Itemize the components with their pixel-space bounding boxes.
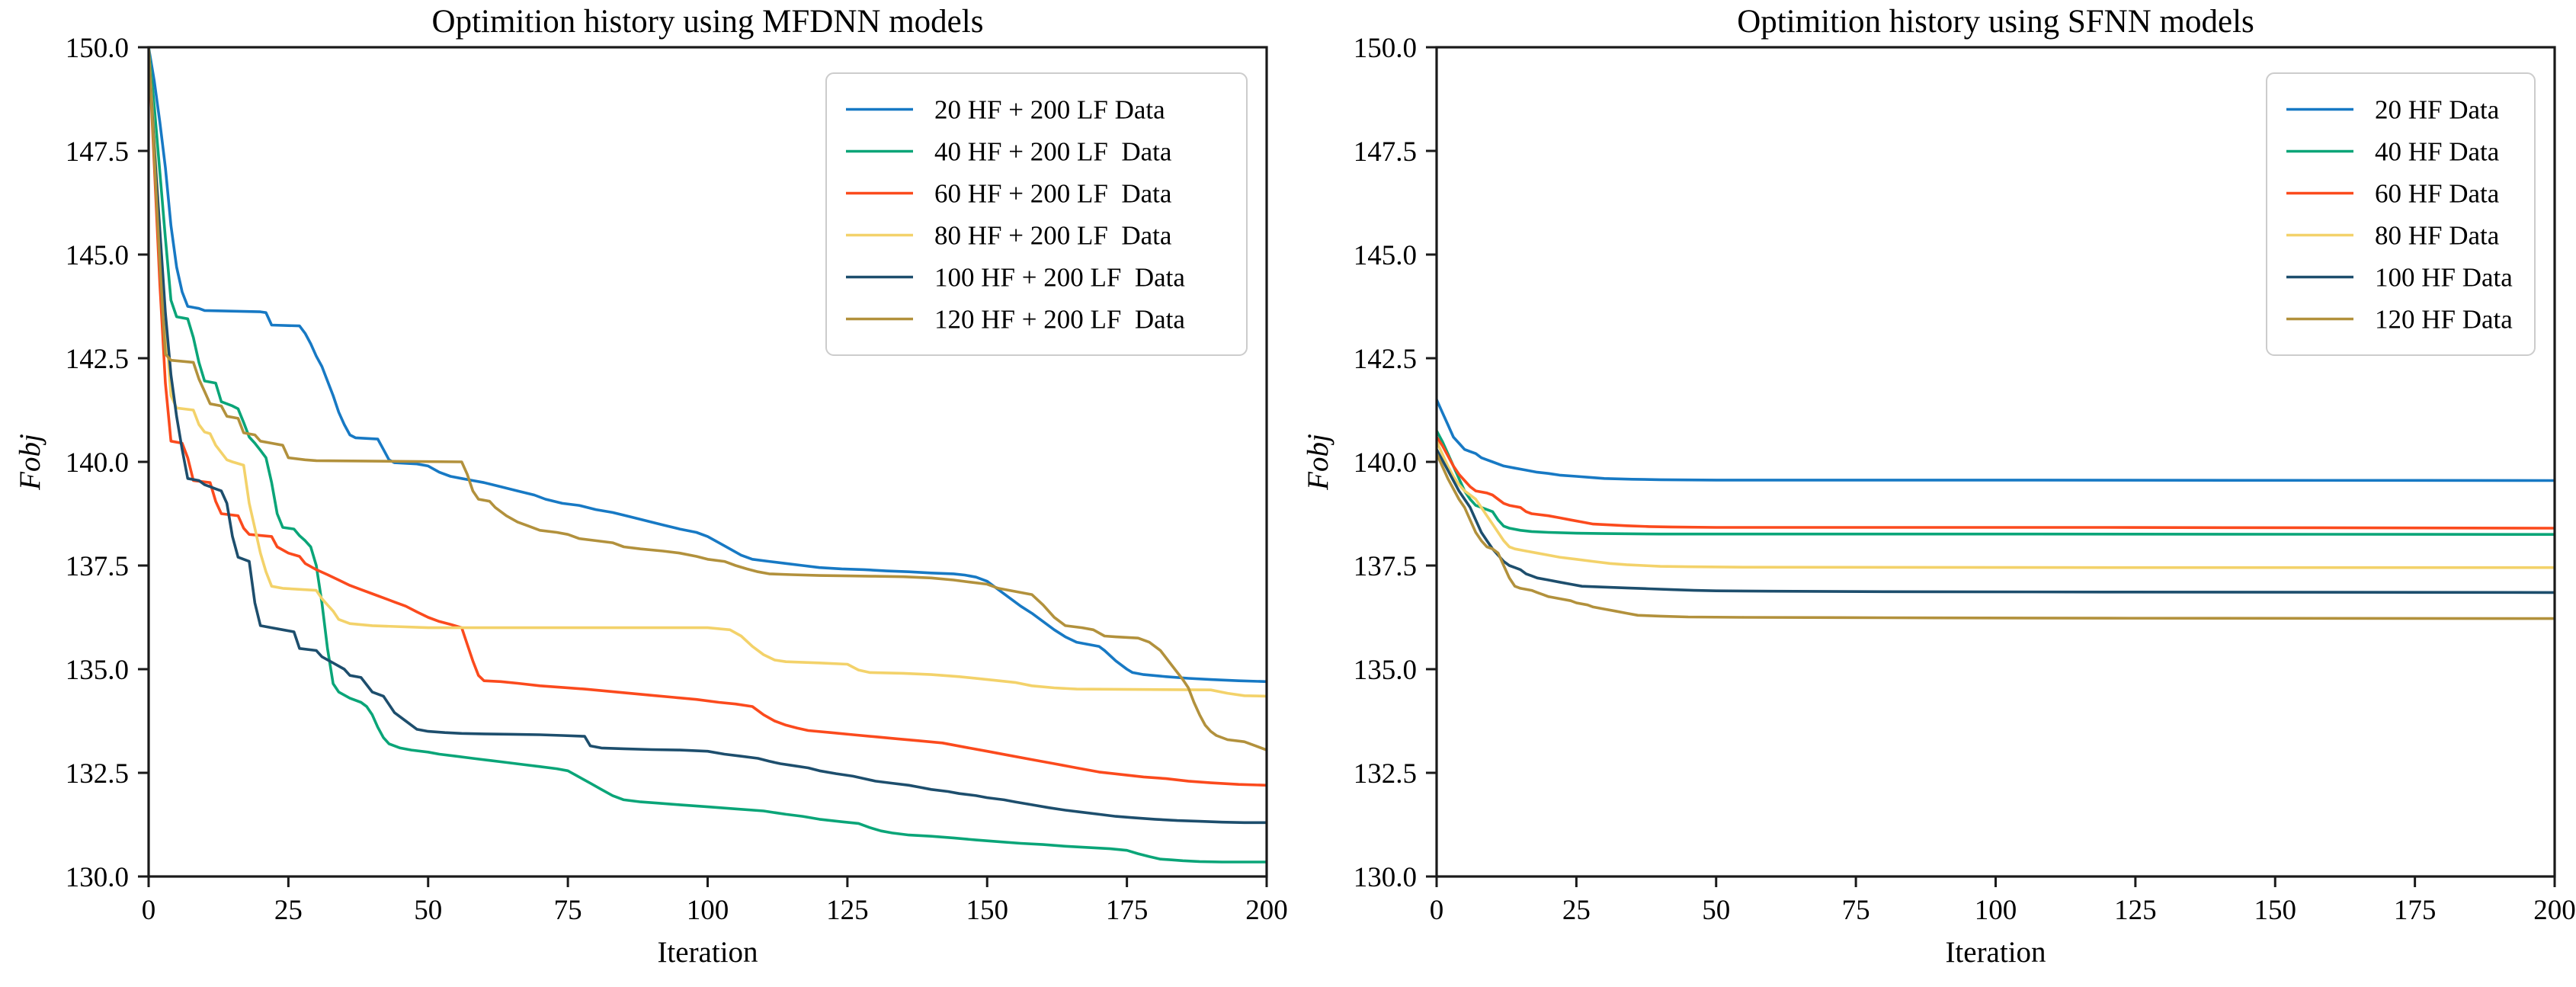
legend-box <box>825 72 1248 356</box>
legend-label: 20 HF Data <box>2375 95 2500 125</box>
series-line-5 <box>1437 452 2555 620</box>
series-group <box>149 47 1267 864</box>
series-line-0 <box>149 47 1267 684</box>
x-tick-label: 50 <box>414 895 442 926</box>
x-tick-label: 50 <box>1702 895 1730 926</box>
legend-label: 80 HF Data <box>2375 221 2500 251</box>
sfnn-chart: Optimition history using SFNN models 130.… <box>1288 0 2576 987</box>
series-line-3 <box>149 47 1267 698</box>
x-tick-label: 175 <box>1106 895 1149 926</box>
y-tick-label: 142.5 <box>1354 344 1417 375</box>
y-tick-label: 130.0 <box>66 862 129 893</box>
legend-label: 100 HF + 200 LF Data <box>934 263 1185 293</box>
sfnn-panel: Optimition history using SFNN models 130.… <box>1288 0 2576 987</box>
y-tick-label: 145.0 <box>66 240 129 271</box>
plot-border <box>147 46 1268 878</box>
legend-label: 60 HF + 200 LF Data <box>934 179 1172 209</box>
x-tick-label: 0 <box>142 895 156 926</box>
x-tick-label: 125 <box>826 895 869 926</box>
y-tick-label: 130.0 <box>1354 862 1417 893</box>
series-line-1 <box>149 47 1267 864</box>
legend-label: 40 HF Data <box>2375 137 2500 167</box>
x-tick-label: 125 <box>2114 895 2157 926</box>
y-tick-label: 132.5 <box>66 758 129 790</box>
x-tick-label: 150 <box>966 895 1009 926</box>
y-tick-label: 145.0 <box>1354 240 1417 271</box>
series-line-4 <box>1437 447 2555 594</box>
x-axis-label: Iteration <box>657 936 758 969</box>
y-tick-label: 142.5 <box>66 344 129 375</box>
y-tick-label: 150.0 <box>66 33 129 64</box>
legend-label: 40 HF + 200 LF Data <box>934 137 1172 167</box>
legend-label: 60 HF Data <box>2375 179 2500 209</box>
series-line-4 <box>149 47 1267 825</box>
y-axis-label: Fobj <box>14 434 46 491</box>
x-axis-label: Iteration <box>1945 936 2046 969</box>
y-tick-label: 135.0 <box>66 655 129 686</box>
legend-label: 20 HF + 200 LF Data <box>934 95 1165 125</box>
legend-label: 120 HF Data <box>2375 305 2513 335</box>
y-tick-label: 147.5 <box>1354 136 1417 168</box>
mfdnn-chart: Optimition history using MFDNN models 130… <box>14 4 1288 969</box>
series-line-2 <box>1437 435 2555 530</box>
y-tick-label: 150.0 <box>1354 33 1417 64</box>
x-tick-label: 175 <box>2394 895 2437 926</box>
y-tick-label: 140.0 <box>1354 447 1417 479</box>
series-line-3 <box>1437 440 2555 569</box>
x-tick-label: 200 <box>2533 895 2576 926</box>
y-tick-label: 135.0 <box>1354 655 1417 686</box>
x-tick-label: 25 <box>1562 895 1591 926</box>
x-tick-label: 150 <box>2254 895 2297 926</box>
x-tick-label: 25 <box>274 895 303 926</box>
series-group <box>1437 398 2555 620</box>
y-tick-label: 140.0 <box>66 447 129 479</box>
plot-border <box>1435 46 2556 878</box>
series-line-0 <box>1437 398 2555 482</box>
y-tick-label: 137.5 <box>66 551 129 582</box>
y-tick-label: 132.5 <box>1354 758 1417 790</box>
legend-label: 120 HF + 200 LF Data <box>934 305 1185 335</box>
legend-label: 80 HF + 200 LF Data <box>934 221 1172 251</box>
chart-title: Optimition history using SFNN models <box>1737 4 2254 40</box>
legend-box <box>2266 72 2536 356</box>
legend-label: 100 HF Data <box>2375 263 2513 293</box>
x-tick-label: 0 <box>1430 895 1444 926</box>
series-line-2 <box>149 47 1267 787</box>
chart-title: Optimition history using MFDNN models <box>432 4 984 40</box>
y-axis-label: Fobj <box>1302 434 1334 491</box>
legend: 20 HF + 200 LF Data 40 HF + 200 LF Data 60… <box>825 72 1248 356</box>
y-tick-label: 137.5 <box>1354 551 1417 582</box>
x-tick-label: 75 <box>554 895 582 926</box>
x-tick-label: 200 <box>1245 895 1288 926</box>
x-tick-label: 100 <box>1975 895 2017 926</box>
y-tick-label: 147.5 <box>66 136 129 168</box>
series-line-5 <box>149 47 1267 751</box>
x-tick-label: 75 <box>1842 895 1870 926</box>
mfdnn-panel: Optimition history using MFDNN models 130… <box>14 4 1288 969</box>
x-tick-label: 100 <box>687 895 729 926</box>
legend: 20 HF Data 40 HF Data 60 HF Data 80 HF Data… <box>2266 72 2536 356</box>
